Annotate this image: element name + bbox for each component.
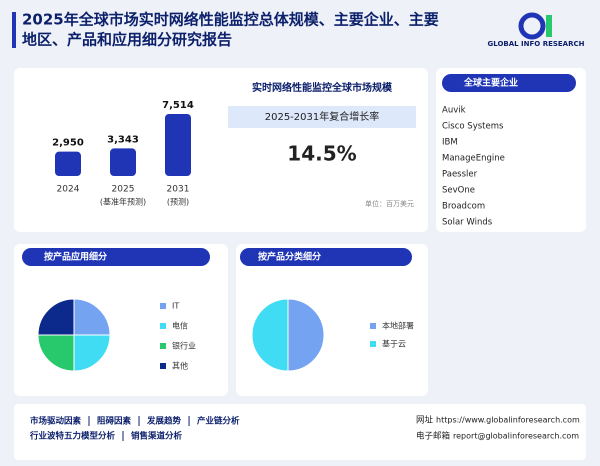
bar-category: 2025 xyxy=(112,185,135,195)
footer-panel xyxy=(14,404,586,460)
legend-label: 本地部署 xyxy=(382,321,414,331)
footer-link: 阻碍因素 xyxy=(97,416,132,427)
pie-slice xyxy=(287,298,325,372)
legend-label: 其他 xyxy=(172,361,188,371)
companies-panel xyxy=(436,68,586,232)
companies-header xyxy=(442,74,576,92)
company: Paessler xyxy=(442,170,478,180)
application-header xyxy=(22,248,210,266)
company: Auvik xyxy=(442,106,466,116)
companies-title: 全球主要企业 xyxy=(463,77,518,89)
legend-label: 电信 xyxy=(172,321,188,331)
pie-slice xyxy=(73,334,111,372)
bar xyxy=(55,151,81,176)
cagr-label: 2025-2031年复合增长率 xyxy=(265,110,380,123)
title-accent xyxy=(12,12,16,48)
email-label: 电子邮箱 xyxy=(416,431,451,442)
company: IBM xyxy=(442,138,458,148)
logo-text: GLOBAL INFO RESEARCH xyxy=(488,40,585,48)
pie-slice xyxy=(251,298,289,372)
footer-link: 市场驱动因素 xyxy=(30,416,82,427)
bar-category: 2024 xyxy=(57,185,80,195)
legend-label: 基于云 xyxy=(382,339,406,349)
cagr-value: 14.5% xyxy=(287,142,356,166)
bar-note: (预测) xyxy=(167,197,189,207)
company: ManageEngine xyxy=(442,154,505,164)
email: report@globalinforesearch.com xyxy=(453,432,579,441)
legend-swatch xyxy=(160,363,166,369)
bar xyxy=(110,148,136,176)
company: Broadcom xyxy=(442,202,485,212)
legend-swatch xyxy=(160,303,166,309)
pie-title: 按产品分类细分 xyxy=(258,251,321,263)
type-header xyxy=(240,248,412,266)
title: 2025年全球市场实时网络性能监控总体规模、主要企业、主要 xyxy=(22,11,439,29)
bar-value-label: 7,514 xyxy=(162,100,194,111)
cagr-box xyxy=(228,106,416,128)
unit: 单位：百万美元 xyxy=(365,199,414,208)
bar-note: (基准年预测) xyxy=(100,197,146,207)
company: Cisco Systems xyxy=(442,122,504,132)
website-label: 网址 xyxy=(416,415,434,426)
company: SevOne xyxy=(442,186,475,196)
legend-swatch xyxy=(160,323,166,329)
footer-link: 行业波特五力模型分析 xyxy=(29,431,116,442)
title: 地区、产品和应用细分研究报告 xyxy=(22,31,232,49)
pie-slice xyxy=(73,298,111,336)
bar-value-label: 3,343 xyxy=(107,134,139,145)
footer-link: 销售渠道分析 xyxy=(131,431,183,442)
market-title: 实时网络性能监控全球市场规模 xyxy=(252,81,393,94)
logo xyxy=(518,12,552,40)
legend-label: IT xyxy=(172,302,179,311)
footer-link: 发展趋势 xyxy=(146,416,182,427)
bar-category: 2031 xyxy=(167,185,190,195)
bar xyxy=(165,114,191,176)
legend-swatch xyxy=(370,341,376,347)
pie-title: 按产品应用细分 xyxy=(44,251,107,263)
legend-swatch xyxy=(160,343,166,349)
website: https://www.globalinforesearch.com xyxy=(436,416,580,425)
pie-slice xyxy=(37,334,75,372)
company: Solar Winds xyxy=(442,218,493,228)
legend-label: 银行业 xyxy=(172,341,196,351)
footer-link: 产业链分析 xyxy=(197,416,240,427)
pie-slice xyxy=(37,298,75,336)
bar-value-label: 2,950 xyxy=(52,138,84,149)
legend-swatch xyxy=(370,323,376,329)
